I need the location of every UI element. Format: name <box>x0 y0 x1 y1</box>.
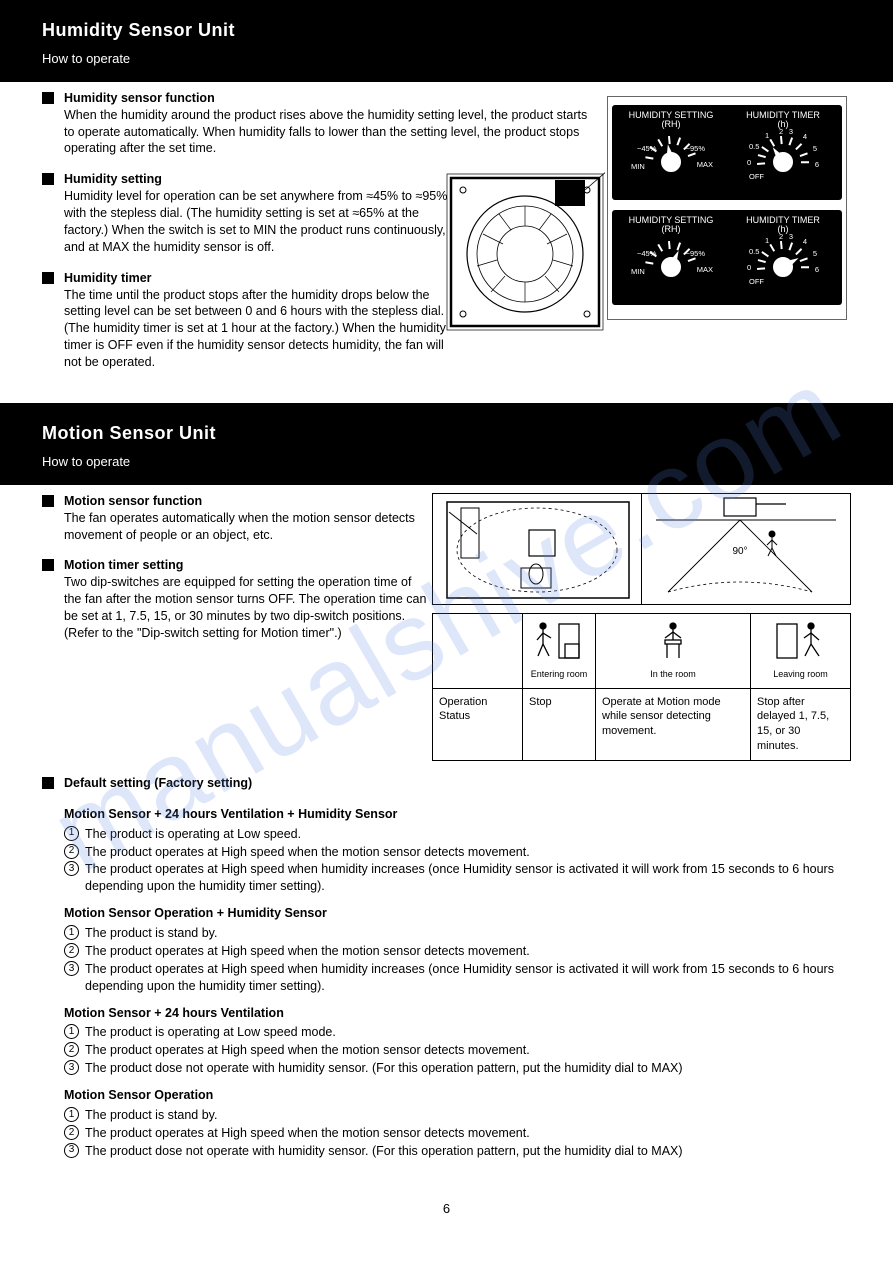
page-number: 6 <box>0 1188 893 1242</box>
lbl-0: 0 <box>747 158 751 168</box>
bullet-icon <box>42 92 54 104</box>
pattern-step: 1 The product is operating at Low speed. <box>64 826 851 843</box>
svg-text:90°: 90° <box>732 546 747 557</box>
pattern-step: 1 The product is stand by. <box>64 1107 851 1124</box>
step-text: The product dose not operate with humidi… <box>85 1143 683 1160</box>
step-text: The product is stand by. <box>85 925 217 942</box>
step-number-icon: 2 <box>64 943 79 958</box>
bullet-icon <box>42 272 54 284</box>
pattern-step: 2 The product operates at High speed when… <box>64 1042 851 1059</box>
operation-pattern-block: Motion Sensor + 24 hours Ventilation 1 The… <box>64 1005 851 1078</box>
pattern-step: 3 The product dose not operate with humid… <box>64 1060 851 1077</box>
bullet-icon <box>42 495 54 507</box>
dial-panel-b: HUMIDITY SETTING (RH) MIN ~45% ~95% MAX <box>612 210 842 305</box>
pattern-step: 1 The product is stand by. <box>64 925 851 942</box>
operation-pattern-block: Motion Sensor Operation 1 The product is s… <box>64 1087 851 1160</box>
step-number-icon: 1 <box>64 1107 79 1122</box>
step-number-icon: 1 <box>64 925 79 940</box>
p3-text: The time until the product stops after t… <box>64 287 454 371</box>
table-c3r1: Stop after delayed 1, 7.5, 15, or 30 min… <box>751 688 851 760</box>
s2-p1-lead: Motion sensor function <box>64 494 202 508</box>
lbl-6: 6 <box>815 160 819 170</box>
step-text: The product is stand by. <box>85 1107 217 1124</box>
step-text: The product is operating at Low speed mo… <box>85 1024 336 1041</box>
table-c2r1: Operate at Motion mode while sensor dete… <box>596 688 751 760</box>
step-number-icon: 1 <box>64 826 79 841</box>
pattern-lead: Motion Sensor + 24 hours Ventilation <box>64 1005 851 1022</box>
pattern-step: 3 The product operates at High speed when… <box>64 961 851 995</box>
step-text: The product dose not operate with humidi… <box>85 1060 683 1077</box>
table-c0r1: Operation Status <box>433 688 523 760</box>
p1-text: When the humidity around the product ris… <box>64 108 587 156</box>
motion-range-illustration: 90° <box>432 493 851 605</box>
step-number-icon: 2 <box>64 1125 79 1140</box>
p2-text: Humidity level for operation can be set … <box>64 188 454 256</box>
lbl-05: 0.5 <box>749 142 759 152</box>
pattern-step: 3 The product operates at High speed when… <box>64 861 851 895</box>
p3-lead: Humidity timer <box>64 271 152 285</box>
section-1-body: HUMIDITY SETTING (RH) MIN ~45% ~95% MAX <box>0 82 893 403</box>
pattern-step: 2 The product operates at High speed when… <box>64 1125 851 1142</box>
section-2-title: Motion Sensor Unit <box>0 403 893 453</box>
lbl-min: MIN <box>631 162 645 172</box>
step-text: The product operates at High speed when … <box>85 844 530 861</box>
step-number-icon: 3 <box>64 861 79 876</box>
bullet-icon <box>42 173 54 185</box>
pattern-step: 1 The product is operating at Low speed m… <box>64 1024 851 1041</box>
bullet-icon <box>42 559 54 571</box>
table-c1r0: Entering room <box>531 669 588 679</box>
motion-status-table: Entering room In the room <box>432 613 851 761</box>
s2-p2-lead: Motion timer setting <box>64 558 183 572</box>
s2-p1-text: The fan operates automatically when the … <box>64 511 415 542</box>
step-number-icon: 1 <box>64 1024 79 1039</box>
lbl-4: 4 <box>803 132 807 142</box>
pattern-step: 3 The product dose not operate with humid… <box>64 1143 851 1160</box>
pattern-step: 2 The product operates at High speed when… <box>64 943 851 960</box>
section-1-subtitle: How to operate <box>0 50 893 76</box>
step-text: The product is operating at Low speed. <box>85 826 301 843</box>
table-c3r0: Leaving room <box>773 669 828 679</box>
dial-b-left-title: HUMIDITY SETTING (RH) <box>620 216 722 235</box>
lbl-off: OFF <box>749 172 764 182</box>
step-text: The product operates at High speed when … <box>85 943 530 960</box>
pattern-lead: Motion Sensor Operation <box>64 1087 851 1104</box>
dial-panel-group: HUMIDITY SETTING (RH) MIN ~45% ~95% MAX <box>607 96 847 320</box>
step-number-icon: 3 <box>64 1143 79 1158</box>
operation-pattern-block: Motion Sensor + 24 hours Ventilation + H… <box>64 806 851 895</box>
dial-panel-a: HUMIDITY SETTING (RH) MIN ~45% ~95% MAX <box>612 105 842 200</box>
section-1-title: Humidity Sensor Unit <box>0 0 893 50</box>
dial-a-left-title: HUMIDITY SETTING (RH) <box>620 111 722 130</box>
step-text: The product operates at High speed when … <box>85 961 851 995</box>
bullet-icon <box>42 777 54 789</box>
lbl-5: 5 <box>813 144 817 154</box>
p1-lead: Humidity sensor function <box>64 91 215 105</box>
default-setting-lead: Default setting (Factory setting) <box>64 776 252 790</box>
table-c2r0: In the room <box>650 669 696 679</box>
s2-p2-text: Two dip-switches are equipped for settin… <box>64 575 426 640</box>
step-number-icon: 3 <box>64 1060 79 1075</box>
fan-unit-diagram <box>445 172 605 332</box>
step-text: The product operates at High speed when … <box>85 861 851 895</box>
lbl-max: MAX <box>697 160 713 170</box>
step-number-icon: 2 <box>64 1042 79 1057</box>
operation-pattern-block: Motion Sensor Operation + Humidity Senso… <box>64 905 851 994</box>
pattern-lead: Motion Sensor + 24 hours Ventilation + H… <box>64 806 851 823</box>
step-text: The product operates at High speed when … <box>85 1042 530 1059</box>
step-text: The product operates at High speed when … <box>85 1125 530 1142</box>
pattern-step: 2 The product operates at High speed when… <box>64 844 851 861</box>
p2-lead: Humidity setting <box>64 172 162 186</box>
step-number-icon: 3 <box>64 961 79 976</box>
section-2-body: Motion sensor function The fan operates … <box>0 485 893 1188</box>
lbl-3: 3 <box>789 127 793 137</box>
section-2-subtitle: How to operate <box>0 453 893 479</box>
step-number-icon: 2 <box>64 844 79 859</box>
table-c1r1: Stop <box>523 688 596 760</box>
pattern-lead: Motion Sensor Operation + Humidity Senso… <box>64 905 851 922</box>
